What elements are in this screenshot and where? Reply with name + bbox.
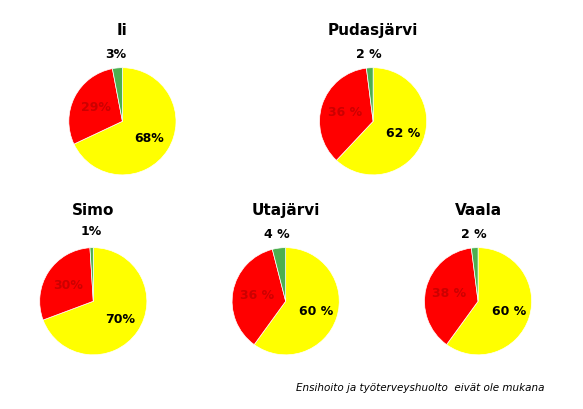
Title: Ii: Ii bbox=[117, 23, 128, 38]
Wedge shape bbox=[447, 248, 532, 355]
Wedge shape bbox=[319, 68, 373, 160]
Wedge shape bbox=[90, 248, 93, 301]
Wedge shape bbox=[366, 68, 373, 121]
Text: 60 %: 60 % bbox=[491, 305, 526, 318]
Text: 70%: 70% bbox=[105, 313, 135, 326]
Wedge shape bbox=[232, 249, 286, 345]
Title: Utajärvi: Utajärvi bbox=[251, 203, 320, 218]
Title: Vaala: Vaala bbox=[455, 203, 501, 218]
Wedge shape bbox=[272, 248, 286, 301]
Title: Pudasjärvi: Pudasjärvi bbox=[328, 23, 419, 38]
Text: 4 %: 4 % bbox=[265, 228, 290, 241]
Wedge shape bbox=[113, 68, 122, 121]
Text: 68%: 68% bbox=[135, 132, 164, 145]
Text: 36 %: 36 % bbox=[328, 106, 362, 119]
Wedge shape bbox=[471, 248, 478, 301]
Wedge shape bbox=[43, 248, 147, 355]
Title: Simo: Simo bbox=[72, 203, 114, 218]
Text: 60 %: 60 % bbox=[299, 305, 333, 318]
Wedge shape bbox=[69, 69, 122, 144]
Wedge shape bbox=[74, 68, 176, 175]
Text: 2 %: 2 % bbox=[356, 48, 382, 61]
Text: 62 %: 62 % bbox=[386, 127, 420, 139]
Wedge shape bbox=[424, 248, 478, 345]
Text: 36 %: 36 % bbox=[240, 289, 274, 302]
Text: 1%: 1% bbox=[80, 225, 102, 238]
Text: 2 %: 2 % bbox=[461, 228, 487, 241]
Wedge shape bbox=[40, 248, 93, 320]
Text: 38 %: 38 % bbox=[433, 288, 466, 301]
Text: 30%: 30% bbox=[54, 279, 83, 292]
Wedge shape bbox=[254, 248, 339, 355]
Wedge shape bbox=[336, 68, 427, 175]
Text: 3%: 3% bbox=[106, 48, 127, 61]
Text: 29%: 29% bbox=[81, 101, 111, 115]
Text: Ensihoito ja työterveyshuolto  eivät ole mukana: Ensihoito ja työterveyshuolto eivät ole … bbox=[296, 383, 544, 393]
